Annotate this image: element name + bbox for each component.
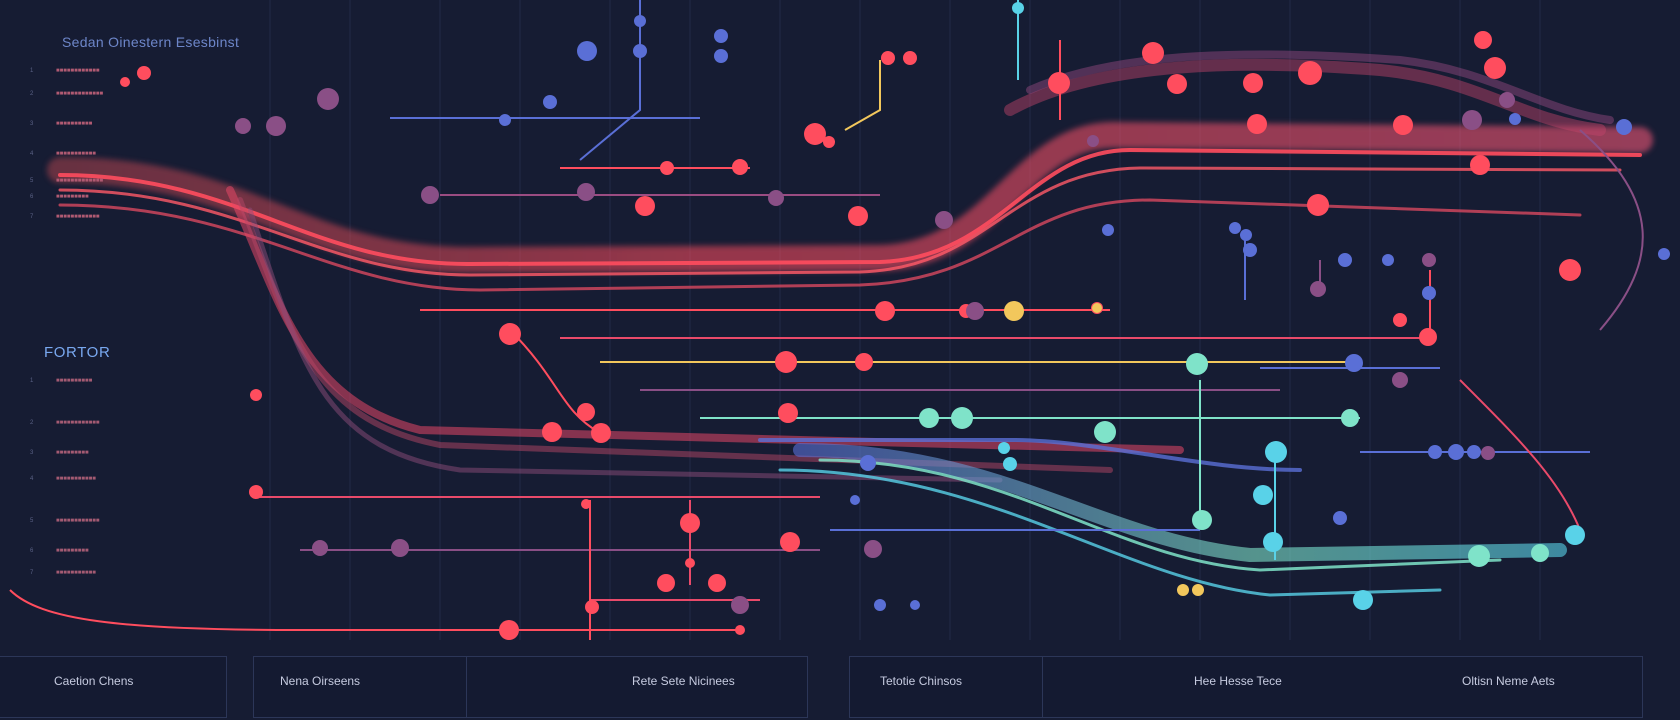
node <box>1004 301 1102 321</box>
node <box>312 302 1495 614</box>
tab-rete-sete-nicinees[interactable]: Rete Sete Nicinees <box>632 674 735 688</box>
transit-lines <box>9 117 1590 631</box>
side-panel-bottom: 1 ■■■■■■■■■■ 2 ■■■■■■■■■■■■ 3 ■■■■■■■■■ 4 ■■… <box>30 378 100 576</box>
node <box>1177 584 1204 596</box>
node <box>1102 113 1670 300</box>
bottom-panel-middle: Nena Oirseens Rete Sete Nicinees <box>253 656 808 718</box>
node <box>249 301 1103 640</box>
node <box>1048 31 1581 346</box>
vertical-connectors <box>509 0 1644 640</box>
tab-oltisn-neme-aets[interactable]: Oltisn Neme Aets <box>1462 674 1555 688</box>
tab-caetion-chens[interactable]: Caetion Chens <box>54 674 134 688</box>
node <box>120 66 151 87</box>
node <box>421 92 1515 297</box>
tab-hee-hesse-tece[interactable]: Hee Hesse Tece <box>1194 674 1282 688</box>
bottom-panel-right: Tetotie Chinsos Hee Hesse Tece Oltisn Ne… <box>849 656 1643 718</box>
teal-flow-bundle <box>758 438 1567 597</box>
nodes <box>120 2 1670 640</box>
node <box>850 354 1481 611</box>
side-panel-top: 1 ■■■■■■■■■■■■ 2 ■■■■■■■■■■■■■ 3 ■■■■■■■■■■… <box>30 68 104 220</box>
divider <box>466 657 467 717</box>
divider <box>1042 657 1043 717</box>
node <box>1012 2 1024 14</box>
section-title: FORTOR <box>44 344 111 361</box>
node <box>919 353 1549 567</box>
node <box>998 441 1585 610</box>
tab-nena-oirseens[interactable]: Nena Oirseens <box>280 674 361 688</box>
page-title: Sedan Oinestern Esesbinst <box>62 34 240 50</box>
bottom-panel-left: Caetion Chens <box>0 656 227 718</box>
main-flow-bundle <box>47 50 1653 483</box>
node <box>635 51 917 226</box>
node <box>499 15 728 126</box>
grid-lines <box>269 0 1541 640</box>
node <box>235 88 339 136</box>
tab-tetotie-chinsos[interactable]: Tetotie Chinsos <box>880 674 963 688</box>
